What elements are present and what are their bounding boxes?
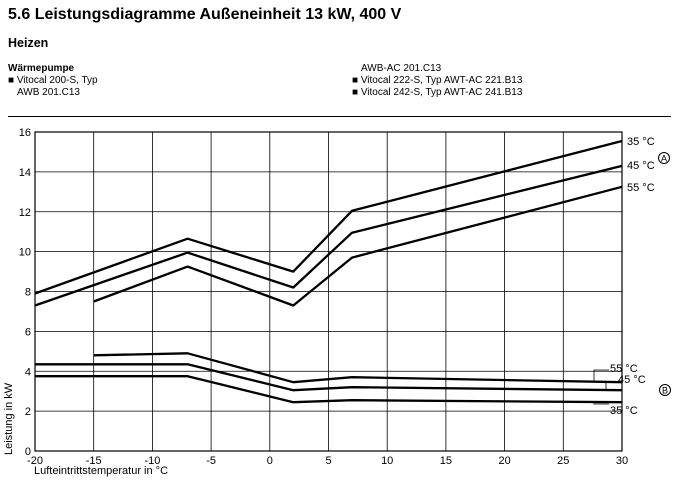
- page-title: 5.6 Leistungsdiagramme Außeneinheit 13 k…: [8, 6, 402, 23]
- y-tick-label: 4: [25, 366, 31, 378]
- series-label: 55 °C: [610, 363, 638, 375]
- x-tick-label: 30: [616, 455, 628, 467]
- series-label: 55 °C: [627, 182, 655, 194]
- x-tick-label: 10: [381, 455, 393, 467]
- y-axis-label: Leistung in kW: [3, 382, 15, 455]
- leader-line: [605, 381, 617, 391]
- y-tick-label: 2: [25, 406, 31, 418]
- y-tick-label: 8: [25, 287, 31, 299]
- section-heading: Heizen: [8, 36, 49, 50]
- series-line: [35, 363, 623, 392]
- leader-line: [593, 369, 609, 383]
- device-left-line-1: ■ Vitocal 200-S, Typ: [8, 75, 98, 86]
- y-tick-label: 10: [19, 247, 31, 259]
- chart-top-rule: [8, 116, 671, 117]
- series-label: 35 °C: [610, 405, 638, 417]
- x-tick-label: -10: [144, 455, 160, 467]
- y-tick-label: 16: [19, 127, 31, 139]
- x-tick-label: 25: [557, 455, 569, 467]
- series-line: [34, 139, 623, 295]
- series-label: 45 °C: [618, 374, 646, 386]
- x-tick-label: 5: [325, 455, 331, 467]
- marker-b-icon: [659, 384, 671, 396]
- marker-b-label: B: [662, 386, 668, 396]
- y-tick-label: 12: [19, 207, 31, 219]
- plot-frame: [34, 131, 623, 452]
- series-line: [34, 164, 623, 307]
- device-caption: Wärmepumpe: [8, 63, 75, 74]
- x-axis-label: Lufteintrittstemperatur in °C: [34, 465, 168, 477]
- series-line: [93, 352, 623, 384]
- x-tick-label: 0: [267, 455, 273, 467]
- x-tick-label: 20: [498, 455, 510, 467]
- device-left-line-2: AWB 201.C13: [17, 87, 80, 98]
- device-right-line-3: ■ Vitocal 242-S, Typ AWT-AC 241.B13: [352, 87, 523, 98]
- y-tick-label: 6: [25, 326, 31, 338]
- device-right-line-2: ■ Vitocal 222-S, Typ AWT-AC 221.B13: [352, 75, 523, 86]
- x-tick-label: -15: [86, 455, 102, 467]
- marker-a-icon: [658, 152, 670, 164]
- x-tick-label: -20: [27, 455, 43, 467]
- y-tick-label: 0: [25, 446, 31, 458]
- series-line: [35, 375, 623, 404]
- x-tick-label: -5: [206, 455, 216, 467]
- y-tick-label: 14: [19, 167, 31, 179]
- series-label: 35 °C: [627, 136, 655, 148]
- series-label: 45 °C: [627, 160, 655, 172]
- marker-a-label: A: [661, 154, 667, 164]
- leader-line: [593, 402, 609, 405]
- series-line: [93, 185, 623, 307]
- device-right-line-1: AWB-AC 201.C13: [361, 63, 442, 74]
- x-tick-label: 15: [440, 455, 452, 467]
